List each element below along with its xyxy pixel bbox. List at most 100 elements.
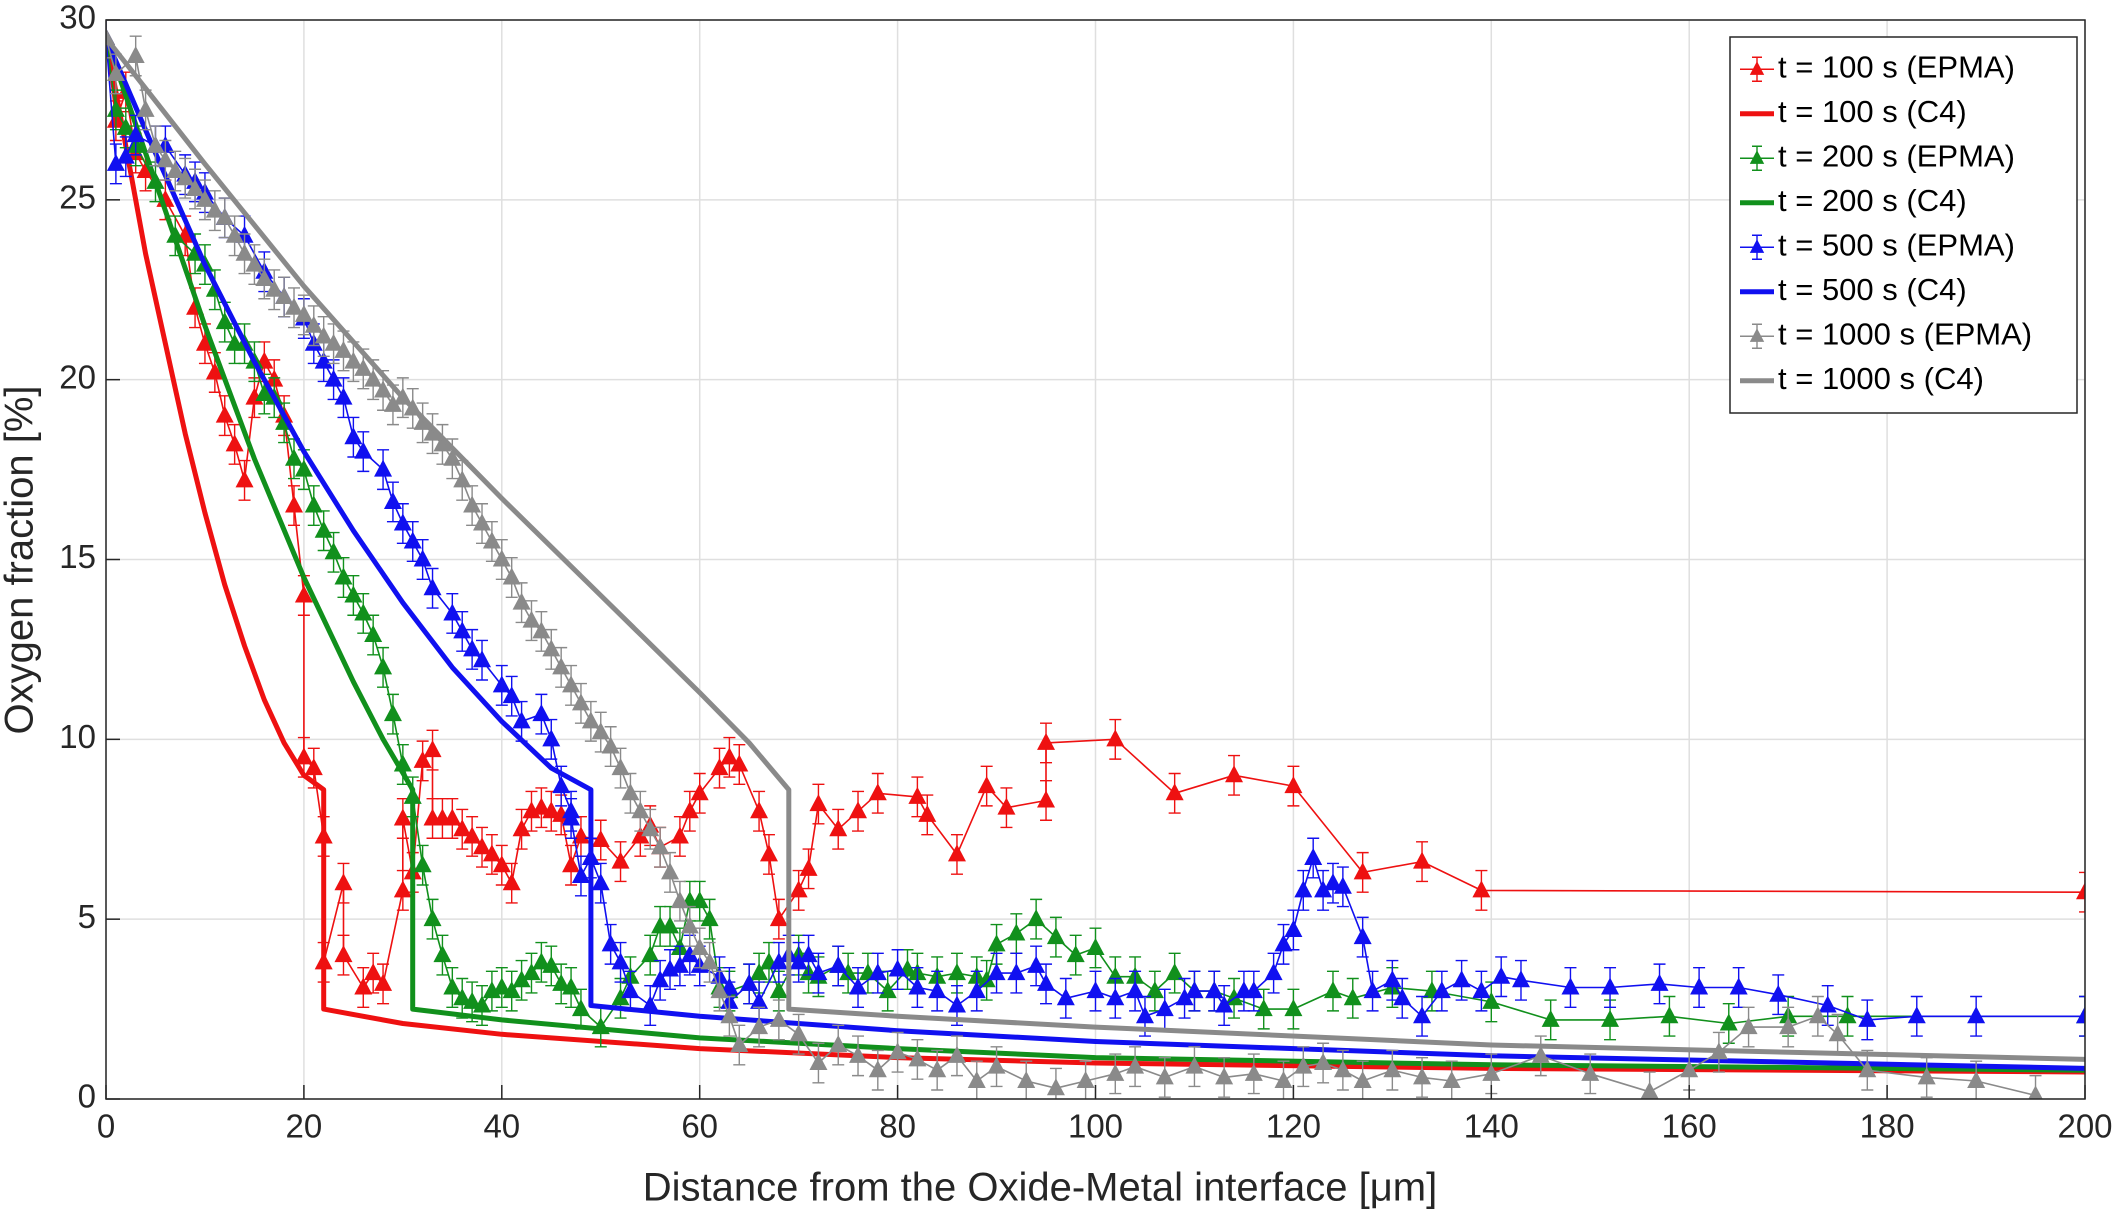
marker xyxy=(502,873,521,891)
marker xyxy=(571,999,590,1017)
marker xyxy=(868,963,887,981)
marker xyxy=(225,434,244,452)
marker xyxy=(106,153,125,171)
marker xyxy=(730,1035,749,1053)
marker xyxy=(1729,977,1748,995)
marker xyxy=(1037,732,1056,750)
marker xyxy=(789,952,808,970)
marker xyxy=(1482,991,1501,1009)
marker xyxy=(482,531,501,549)
model-line xyxy=(106,37,2085,1073)
marker xyxy=(354,358,373,376)
marker xyxy=(265,279,284,297)
marker xyxy=(1185,1056,1204,1074)
marker xyxy=(839,963,858,981)
marker xyxy=(1007,923,1026,941)
marker xyxy=(532,952,551,970)
marker xyxy=(680,916,699,934)
marker xyxy=(908,977,927,995)
marker xyxy=(1304,848,1323,866)
marker xyxy=(1690,977,1709,995)
x-tick-label: 180 xyxy=(1860,1108,1915,1145)
marker xyxy=(1314,880,1333,898)
marker xyxy=(987,963,1006,981)
x-tick-label: 60 xyxy=(681,1108,718,1145)
marker xyxy=(1858,1060,1877,1078)
legend-marker xyxy=(1749,239,1765,253)
x-tick-label: 120 xyxy=(1266,1108,1321,1145)
marker xyxy=(443,448,462,466)
marker xyxy=(1432,981,1451,999)
marker xyxy=(334,567,353,585)
marker xyxy=(552,776,571,794)
marker xyxy=(1027,955,1046,973)
marker xyxy=(947,995,966,1013)
legend: t = 100 s (EPMA) t = 100 s (C4) t = 200 s … xyxy=(1729,36,2078,414)
marker xyxy=(651,970,670,988)
marker xyxy=(1383,970,1402,988)
marker xyxy=(364,963,383,981)
marker xyxy=(670,955,689,973)
marker xyxy=(1165,963,1184,981)
marker xyxy=(1601,1009,1620,1027)
marker xyxy=(532,621,551,639)
marker xyxy=(374,657,393,675)
marker xyxy=(769,981,788,999)
marker xyxy=(1037,973,1056,991)
marker xyxy=(700,952,719,970)
marker xyxy=(522,610,541,628)
marker xyxy=(690,783,709,801)
x-tick-label: 0 xyxy=(97,1108,115,1145)
marker xyxy=(1254,999,1273,1017)
marker xyxy=(492,855,511,873)
marker xyxy=(1907,1006,1926,1024)
marker xyxy=(403,531,422,549)
marker xyxy=(542,729,561,747)
marker xyxy=(374,380,393,398)
marker xyxy=(374,973,393,991)
marker xyxy=(542,639,561,657)
marker xyxy=(334,387,353,405)
marker xyxy=(2028,1085,2043,1099)
marker xyxy=(1561,977,1580,995)
marker xyxy=(690,891,709,909)
marker xyxy=(581,711,600,729)
marker xyxy=(700,909,719,927)
marker xyxy=(878,981,897,999)
marker xyxy=(591,722,610,740)
marker xyxy=(166,161,185,179)
marker xyxy=(542,801,561,819)
marker xyxy=(1106,1063,1125,1081)
marker xyxy=(1818,995,1837,1013)
marker xyxy=(532,704,551,722)
marker xyxy=(186,179,205,197)
marker xyxy=(967,981,986,999)
marker xyxy=(344,427,363,445)
marker xyxy=(928,981,947,999)
data-layer xyxy=(106,20,2085,1099)
marker xyxy=(759,844,778,862)
marker xyxy=(106,63,125,81)
marker xyxy=(453,470,472,488)
marker xyxy=(1511,970,1530,988)
marker xyxy=(205,200,224,218)
marker xyxy=(492,675,511,693)
marker xyxy=(611,988,630,1006)
marker xyxy=(383,704,402,722)
marker xyxy=(1046,1078,1065,1096)
marker xyxy=(215,405,234,423)
model-line xyxy=(106,36,2085,1062)
marker xyxy=(413,855,432,873)
marker xyxy=(116,146,135,164)
marker xyxy=(334,873,353,891)
legend-label: t = 500 s (C4) xyxy=(1778,272,1967,307)
marker xyxy=(888,959,907,977)
marker xyxy=(1027,909,1046,927)
marker xyxy=(344,585,363,603)
marker xyxy=(809,1053,828,1071)
marker xyxy=(849,801,868,819)
marker xyxy=(680,801,699,819)
marker xyxy=(552,973,571,991)
model-line xyxy=(106,37,2085,1071)
marker xyxy=(502,567,521,585)
